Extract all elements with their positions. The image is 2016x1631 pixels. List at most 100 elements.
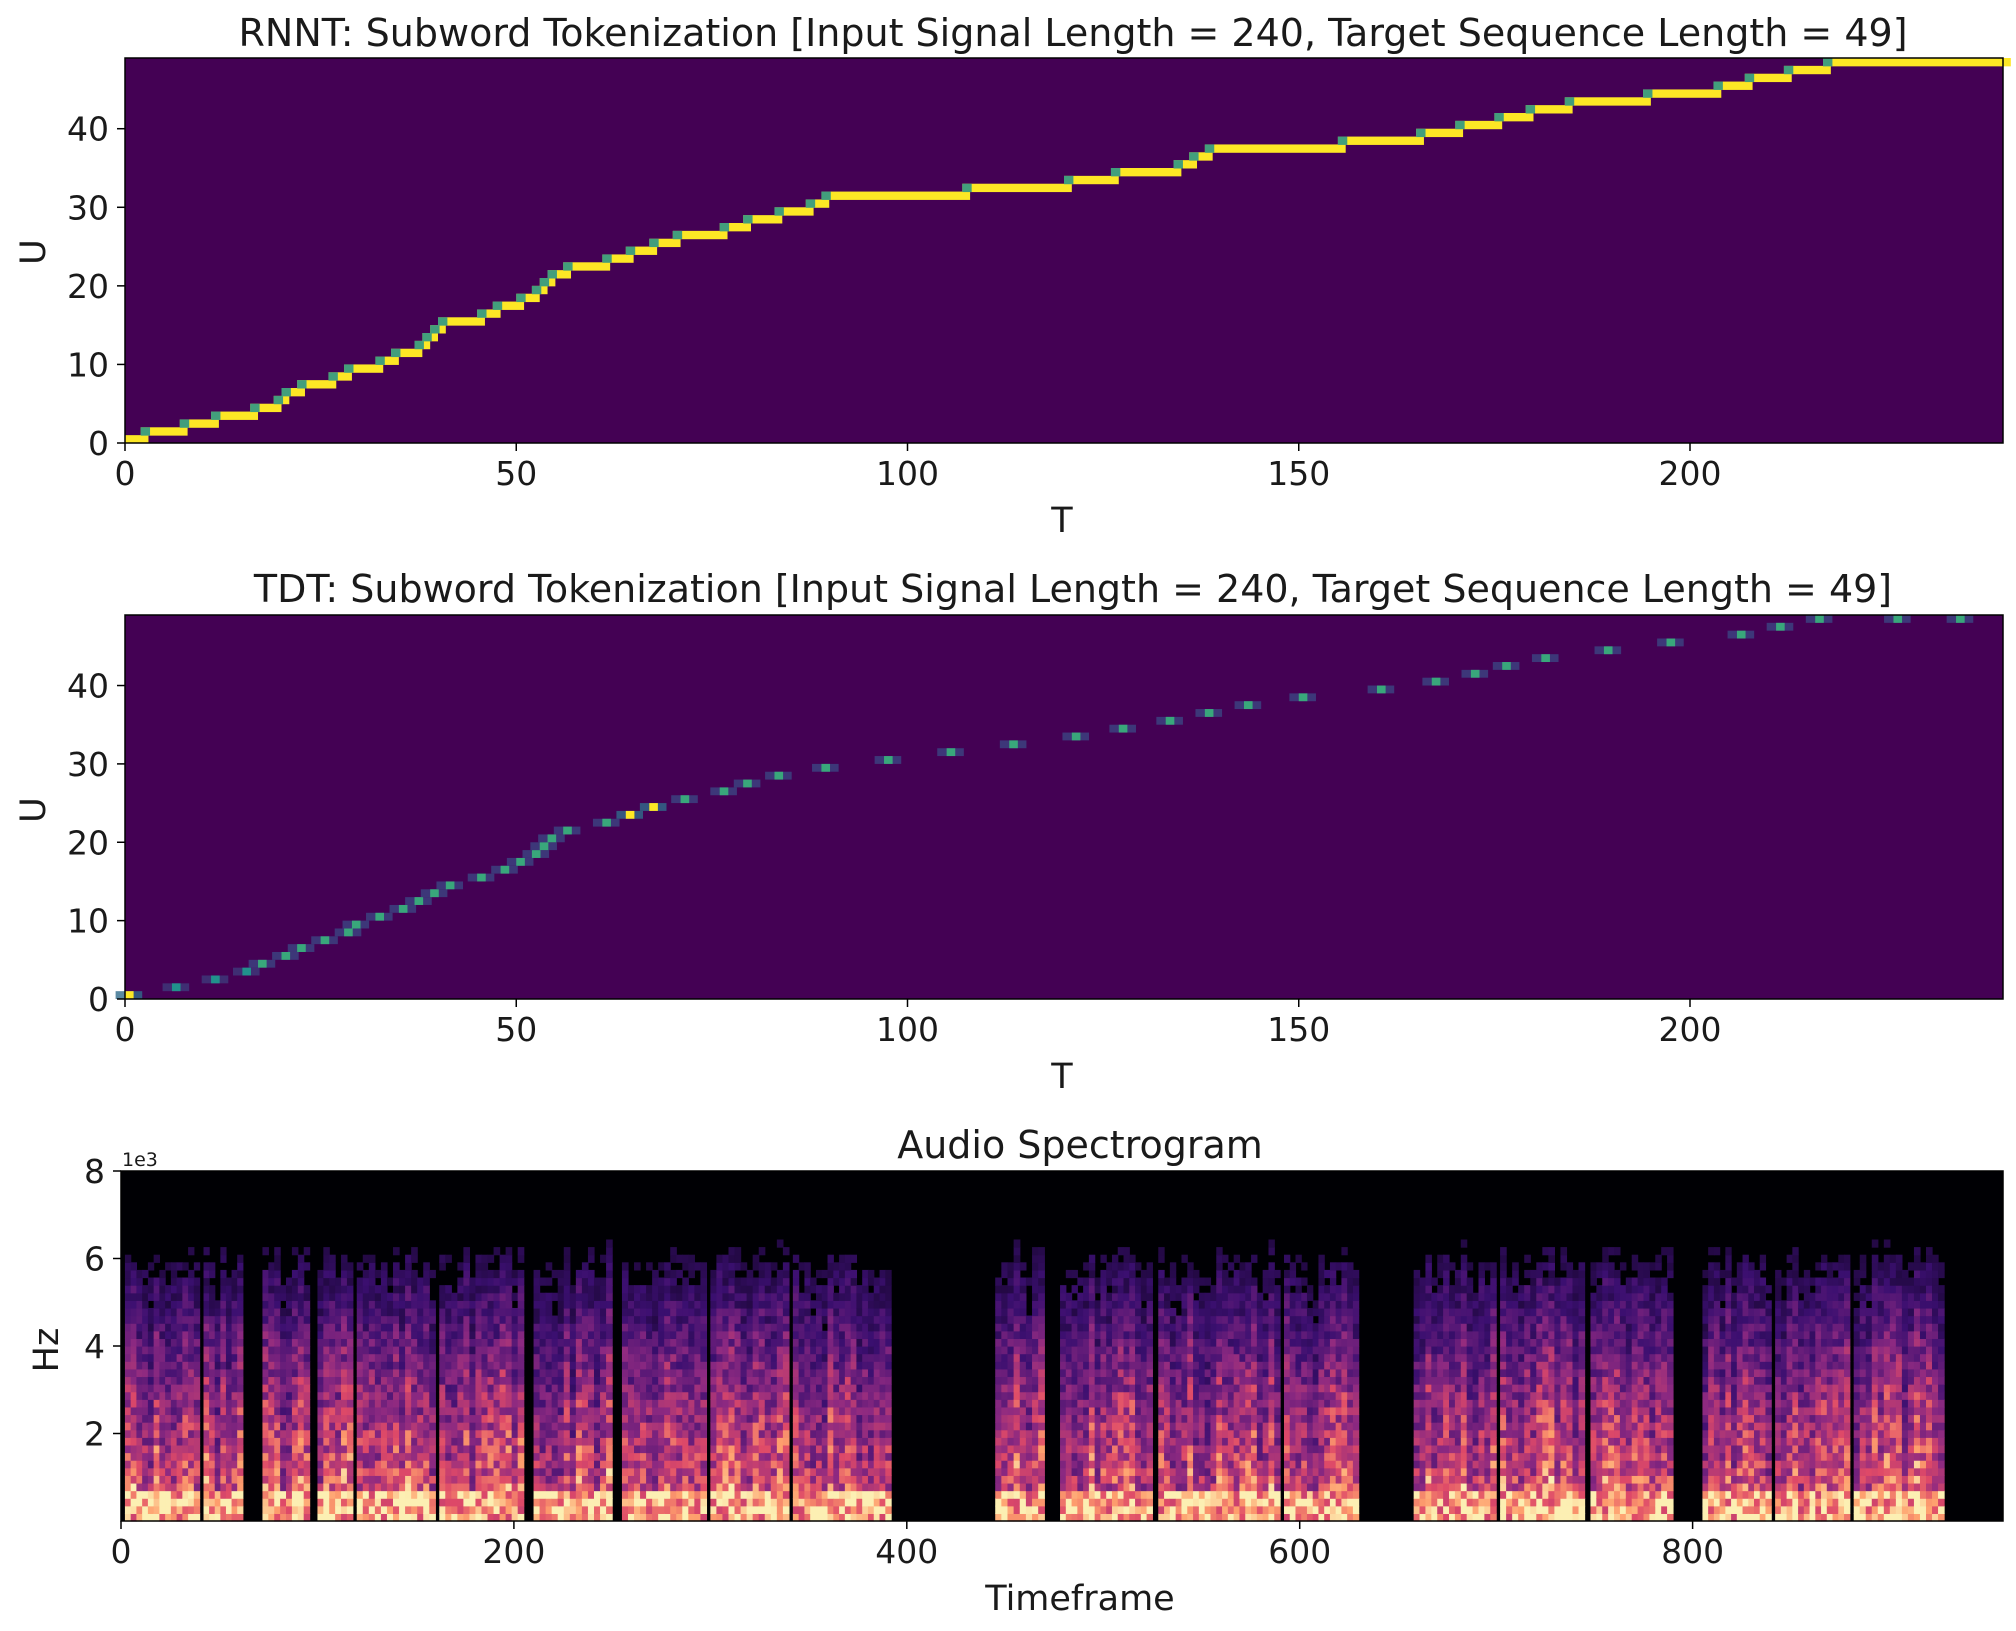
spectrogram-bin: [182, 1368, 189, 1378]
spectrogram-bin: [291, 1429, 299, 1438]
spectrogram-bin: [1117, 1300, 1125, 1309]
spectrogram-bin: [792, 1498, 800, 1507]
spectrogram-bin: [652, 1323, 659, 1332]
spectrogram-bin: [1019, 1452, 1027, 1461]
spectrogram-bin: [1117, 1482, 1125, 1492]
spectrogram-bin: [856, 1467, 863, 1476]
spectrogram-bin: [323, 1300, 330, 1309]
spectrogram-bin: [231, 1429, 238, 1438]
spectrogram-bin: [1094, 1406, 1102, 1416]
spectrogram-bin: [810, 1399, 817, 1408]
spectrogram-bin: [798, 1429, 806, 1438]
spectrogram-bin: [844, 1330, 852, 1339]
spectrogram-bin: [682, 1399, 689, 1408]
spectrogram-bin: [399, 1429, 406, 1438]
spectrogram-bin: [203, 1323, 210, 1332]
spectrogram-bin: [280, 1292, 287, 1301]
spectrogram-bin: [995, 1361, 1002, 1370]
spectrogram-bin: [1013, 1429, 1021, 1438]
spectrogram-bin: [487, 1391, 495, 1400]
spectrogram-bin: [170, 1376, 178, 1385]
spectrogram-bin: [776, 1376, 784, 1385]
spectrogram-bin: [463, 1368, 471, 1378]
spectrogram-bin: [362, 1346, 370, 1355]
spectrogram-bin: [405, 1422, 412, 1431]
0-y-tick-label: 0: [88, 424, 109, 463]
spectrogram-bin: [810, 1429, 817, 1438]
spectrogram-bin: [346, 1490, 354, 1499]
spectrogram-bin: [734, 1247, 742, 1256]
spectrogram-bin: [575, 1414, 583, 1423]
spectrogram-bin: [475, 1285, 483, 1294]
spectrogram-bin: [220, 1444, 227, 1454]
spectrogram-bin: [231, 1361, 238, 1370]
spectrogram-bin: [557, 1384, 565, 1393]
spectrogram-bin: [792, 1429, 800, 1438]
spectrogram-bin: [1123, 1285, 1130, 1294]
spectrogram-bin: [1013, 1239, 1021, 1248]
spectrogram-bin: [297, 1262, 305, 1271]
spectrogram-bin: [411, 1307, 418, 1317]
spectrogram-bin: [429, 1444, 436, 1454]
spectrogram-bin: [1140, 1490, 1148, 1499]
spectrogram-bin: [286, 1399, 293, 1408]
spectrogram-bin: [676, 1330, 683, 1339]
spectrogram-bin: [505, 1330, 513, 1339]
spectrogram-bin: [451, 1513, 458, 1522]
spectrogram-bin: [1140, 1384, 1148, 1393]
spectrogram-bin: [1032, 1254, 1039, 1263]
spectrogram-bin: [1088, 1323, 1096, 1332]
spectrogram-bin: [833, 1429, 840, 1438]
spectrogram-bin: [764, 1346, 772, 1355]
spectrogram-bin: [1140, 1513, 1148, 1522]
spectrogram-bin: [640, 1498, 647, 1507]
spectrogram-bin: [995, 1429, 1002, 1438]
spectrogram-bin: [551, 1498, 559, 1507]
spectrogram-bin: [1100, 1406, 1107, 1416]
spectrogram-bin: [676, 1422, 683, 1431]
spectrogram-bin: [569, 1498, 577, 1507]
spectrogram-bin: [752, 1315, 760, 1324]
spectrogram-bin: [770, 1505, 778, 1514]
spectrogram-bin: [833, 1368, 840, 1378]
spectrogram-bin: [587, 1452, 595, 1461]
spectrogram-bin: [770, 1406, 778, 1416]
tdt-cell: [719, 787, 729, 796]
spectrogram-bin: [203, 1346, 210, 1355]
spectrogram-bin: [1135, 1422, 1142, 1431]
spectrogram-bin: [827, 1490, 834, 1499]
spectrogram-bin: [1111, 1498, 1119, 1507]
spectrogram-bin: [569, 1307, 577, 1317]
spectrogram-bin: [1158, 1467, 1165, 1476]
spectrogram-bin: [368, 1475, 376, 1484]
spectrogram-bin: [640, 1467, 647, 1476]
spectrogram-bin: [237, 1444, 244, 1454]
spectrogram-bin: [445, 1490, 452, 1499]
spectrogram-bin: [511, 1384, 519, 1393]
spectrogram-bin: [658, 1444, 665, 1454]
spectrogram-bin: [734, 1285, 742, 1294]
spectrogram-bin: [557, 1452, 565, 1461]
spectrogram-bin: [862, 1330, 869, 1339]
spectrogram-bin: [752, 1277, 760, 1286]
spectrogram-bin: [1094, 1368, 1102, 1378]
rnnt-path-segment: [281, 388, 305, 397]
spectrogram-bin: [274, 1467, 281, 1476]
spectrogram-bin: [411, 1315, 418, 1324]
spectrogram-bin: [758, 1444, 766, 1454]
spectrogram-bin: [362, 1475, 370, 1484]
spectrogram-bin: [1065, 1505, 1073, 1514]
spectrogram-bin: [995, 1330, 1002, 1339]
spectrogram-bin: [262, 1361, 269, 1370]
spectrogram-bin: [746, 1437, 754, 1446]
spectrogram-bin: [159, 1346, 166, 1355]
spectrogram-bin: [587, 1414, 595, 1423]
rnnt-transition-cell: [430, 325, 440, 334]
spectrogram-bin: [457, 1437, 464, 1446]
spectrogram-bin: [1123, 1399, 1130, 1408]
rnnt-path-segment: [140, 427, 188, 436]
spectrogram-bin: [634, 1391, 641, 1400]
spectrogram-bin: [303, 1429, 311, 1438]
spectrogram-bin: [182, 1323, 189, 1332]
spectrogram-bin: [850, 1452, 858, 1461]
